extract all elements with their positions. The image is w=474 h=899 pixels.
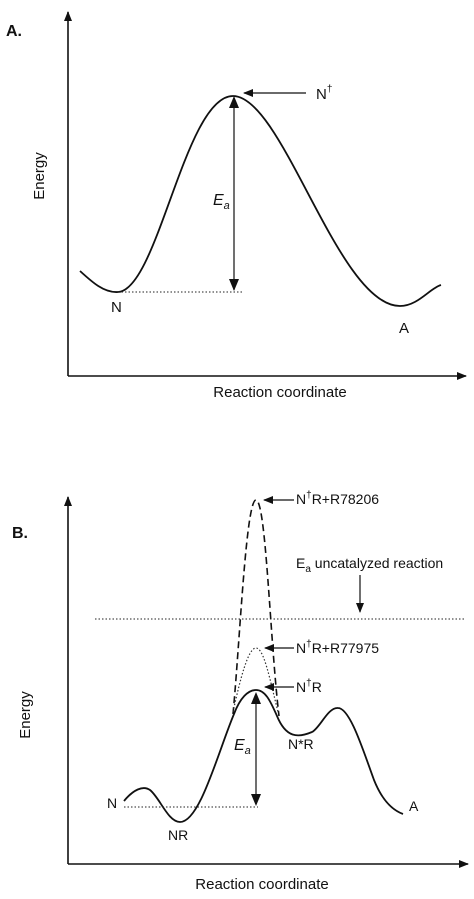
panel-a-ea-arrowhead-up [229, 96, 239, 108]
panel-b: B. Energy Reaction coordinate N†R+R78206… [12, 490, 469, 893]
panel-b-complex-label: NR [168, 827, 188, 843]
panel-a: A. Energy Reaction coordinate N† Ea N A [6, 11, 467, 401]
panel-b-start-label: N [107, 795, 117, 811]
panel-a-ts-label: N† [316, 84, 332, 103]
panel-b-low-peak-label: N†R [296, 678, 322, 695]
panel-b-tag: B. [12, 525, 28, 542]
panel-a-x-label: Reaction coordinate [213, 384, 346, 401]
panel-b-uncatalyzed-label: Ea uncatalyzed reaction [296, 555, 443, 575]
panel-a-y-label: Energy [31, 152, 48, 200]
panel-b-r77975-curve [232, 647, 279, 713]
panel-b-intermediate-label: N*R [288, 736, 314, 752]
panel-b-end-label: A [409, 798, 419, 814]
panel-b-ea-label: Ea [234, 737, 251, 757]
panel-b-mid-peak-label: N†R+R77975 [296, 639, 379, 656]
panel-a-start-label: N [111, 299, 122, 316]
panel-b-ea-arrowhead-up [251, 692, 261, 704]
panel-a-end-label: A [399, 320, 409, 337]
panel-b-x-label: Reaction coordinate [195, 876, 328, 893]
panel-b-energy-curve [123, 689, 404, 823]
panel-a-ea-label: Ea [213, 192, 230, 212]
panel-a-energy-curve [79, 95, 442, 307]
panel-b-ea-arrowhead-down [251, 794, 261, 806]
panel-a-tag: A. [6, 23, 22, 40]
panel-b-y-label: Energy [17, 691, 34, 739]
panel-b-r78206-curve [232, 499, 280, 717]
panel-a-ea-arrowhead-down [229, 279, 239, 291]
panel-b-top-peak-label: N†R+R78206 [296, 490, 379, 507]
